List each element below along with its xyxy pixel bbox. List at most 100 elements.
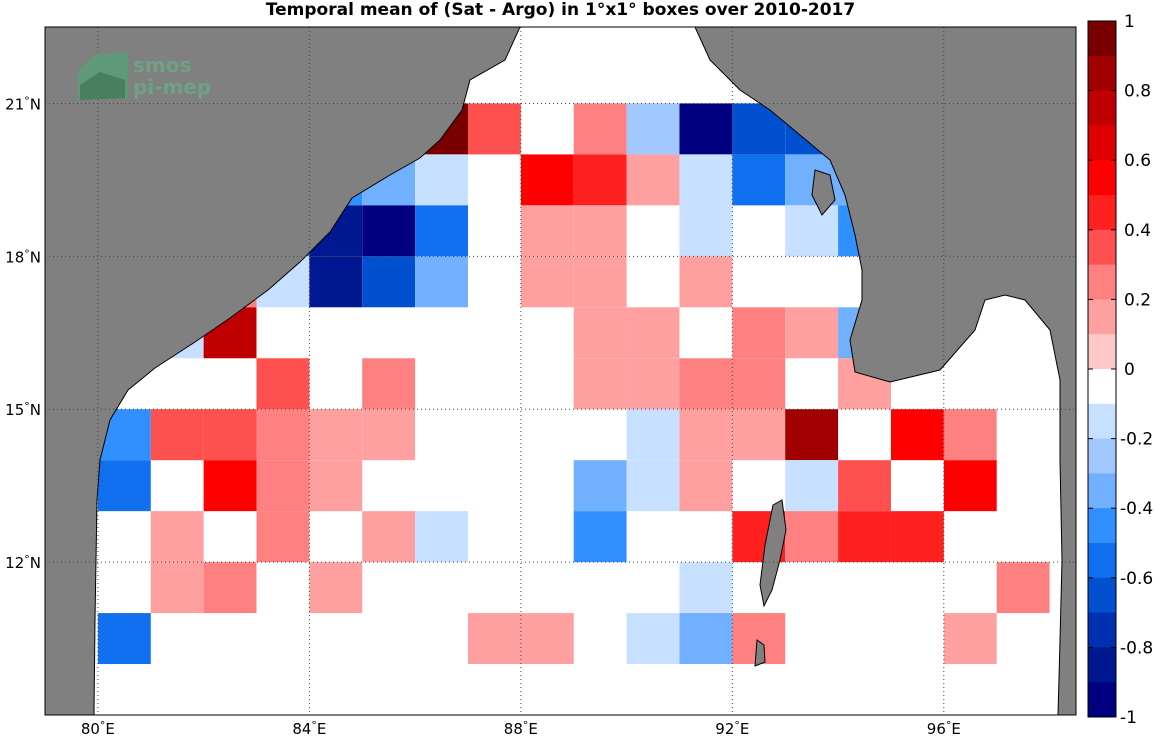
colorbar-tick-label: -0.6 <box>1120 569 1153 589</box>
colorbar-swatch <box>1088 682 1116 718</box>
map-axes: 80°E 84°E 88°E 92°E 96°E 12°N 15°N 18°N 21°N <box>5 94 961 738</box>
heatmap-cell <box>573 511 627 563</box>
heatmap-cell <box>520 205 574 257</box>
heatmap-cell <box>838 460 891 512</box>
colorbar-swatch <box>1088 403 1116 440</box>
heatmap-cell <box>785 307 839 359</box>
heatmap-cell <box>785 409 839 461</box>
colorbar-swatch <box>1088 195 1116 231</box>
colorbar-swatch <box>1088 264 1116 300</box>
heatmap-cell <box>362 358 416 410</box>
heatmap-cell <box>203 562 257 614</box>
heatmap-cell <box>467 103 521 155</box>
heatmap-cell <box>785 460 839 512</box>
heatmap-cell <box>679 460 733 512</box>
heatmap-cell <box>732 409 786 461</box>
axis-tick-label: 18°N <box>5 247 41 266</box>
axis-tick-label: 92°E <box>715 719 749 738</box>
colorbar-swatch <box>1088 229 1116 266</box>
map-frame <box>44 26 1077 716</box>
heatmap-cell <box>150 562 204 614</box>
heatmap-cell <box>573 358 627 410</box>
colorbar-swatch <box>1088 577 1116 614</box>
colorbar: 1 0.8 0.6 0.4 0.2 0 -0.2 -0.4 -0.6 -0.8 -1 <box>1087 12 1153 728</box>
heatmap-cell <box>679 358 733 410</box>
heatmap-cell <box>573 307 627 359</box>
heatmap-cell <box>732 307 786 359</box>
colorbar-swatch <box>1088 160 1116 196</box>
heatmap-cell <box>256 358 310 410</box>
heatmap-cell <box>943 613 997 665</box>
heatmap-cell <box>996 562 1050 614</box>
heatmap-cell <box>838 511 891 563</box>
colorbar-tick-label: 0 <box>1124 360 1135 380</box>
logo-text-line2: pi-mep <box>133 75 211 99</box>
heatmap-cell <box>890 511 944 563</box>
colorbar-swatch <box>1088 647 1116 683</box>
heatmap-cell <box>520 256 574 308</box>
axis-tick-label: 15°N <box>5 400 41 419</box>
colorbar-tick-label: 1 <box>1124 12 1135 32</box>
axis-tick-label: 84°E <box>292 719 326 738</box>
colorbar-swatch <box>1088 299 1116 335</box>
heatmap-cell <box>362 205 416 257</box>
colorbar-swatch <box>1088 334 1116 370</box>
heatmap-cell <box>626 307 680 359</box>
myanmar-landmass <box>694 27 1076 715</box>
heatmap-cell <box>573 205 627 257</box>
heatmap-cell <box>679 154 733 206</box>
colorbar-tick-label: 0.6 <box>1124 151 1151 171</box>
heatmap-cell <box>626 409 680 461</box>
colorbar-swatch <box>1088 21 1116 57</box>
heatmap-cell <box>415 256 468 308</box>
colorbar-tick-label: -0.8 <box>1120 638 1153 658</box>
land-mask <box>45 27 1076 715</box>
heatmap-cell <box>309 409 363 461</box>
axis-tick-label: 80°E <box>81 719 115 738</box>
heatmap-cell <box>256 460 310 512</box>
heatmap-cell <box>679 409 733 461</box>
colorbar-swatch <box>1088 438 1116 474</box>
heatmap-cell <box>626 613 680 665</box>
colorbar-tick-label: 0.4 <box>1124 221 1151 241</box>
colorbar-tick-label: 0.8 <box>1124 82 1151 102</box>
heatmap-cell <box>97 460 151 512</box>
heatmap-cell <box>203 409 257 461</box>
andaman-island-north <box>759 499 787 608</box>
heatmap-cell <box>573 103 627 155</box>
heatmap-cell <box>679 103 733 155</box>
andaman-island-south <box>754 639 766 667</box>
heatmap-cell <box>415 205 468 257</box>
heatmap-cell <box>573 460 627 512</box>
heatmap-cell <box>97 613 151 665</box>
india-landmass <box>45 27 521 715</box>
heatmap-cell <box>203 460 257 512</box>
heatmap-cell <box>679 613 733 665</box>
coastal-islands <box>811 169 836 216</box>
heatmap-cell <box>362 409 416 461</box>
colorbar-tick-label: -1 <box>1120 708 1137 728</box>
colorbar-swatch <box>1088 612 1116 648</box>
heatmap-cell <box>520 154 574 206</box>
graticule <box>45 27 1076 715</box>
heatmap-cell <box>679 256 733 308</box>
colorbar-swatch <box>1088 473 1116 509</box>
heatmap-cell <box>679 205 733 257</box>
heatmap-cell <box>256 409 310 461</box>
heatmap-cell <box>732 358 786 410</box>
heatmap-cell <box>732 154 786 206</box>
axis-tick-label: 12°N <box>5 553 41 572</box>
heatmap-cell <box>573 154 627 206</box>
colorbar-tick-label: 0.2 <box>1124 290 1151 310</box>
logo-text-line1: smos <box>133 53 191 77</box>
heatmap-cell <box>362 256 416 308</box>
colorbar-tick-label: -0.2 <box>1120 430 1153 450</box>
heatmap-cell <box>785 205 839 257</box>
colorbar-swatch <box>1088 508 1116 544</box>
heatmap-cell <box>415 154 468 206</box>
heatmap-cell <box>256 511 310 563</box>
colorbar-swatch <box>1088 543 1116 579</box>
heatmap-cell <box>309 460 363 512</box>
axis-tick-label: 21°N <box>5 94 41 113</box>
colorbar-swatch <box>1088 369 1116 405</box>
